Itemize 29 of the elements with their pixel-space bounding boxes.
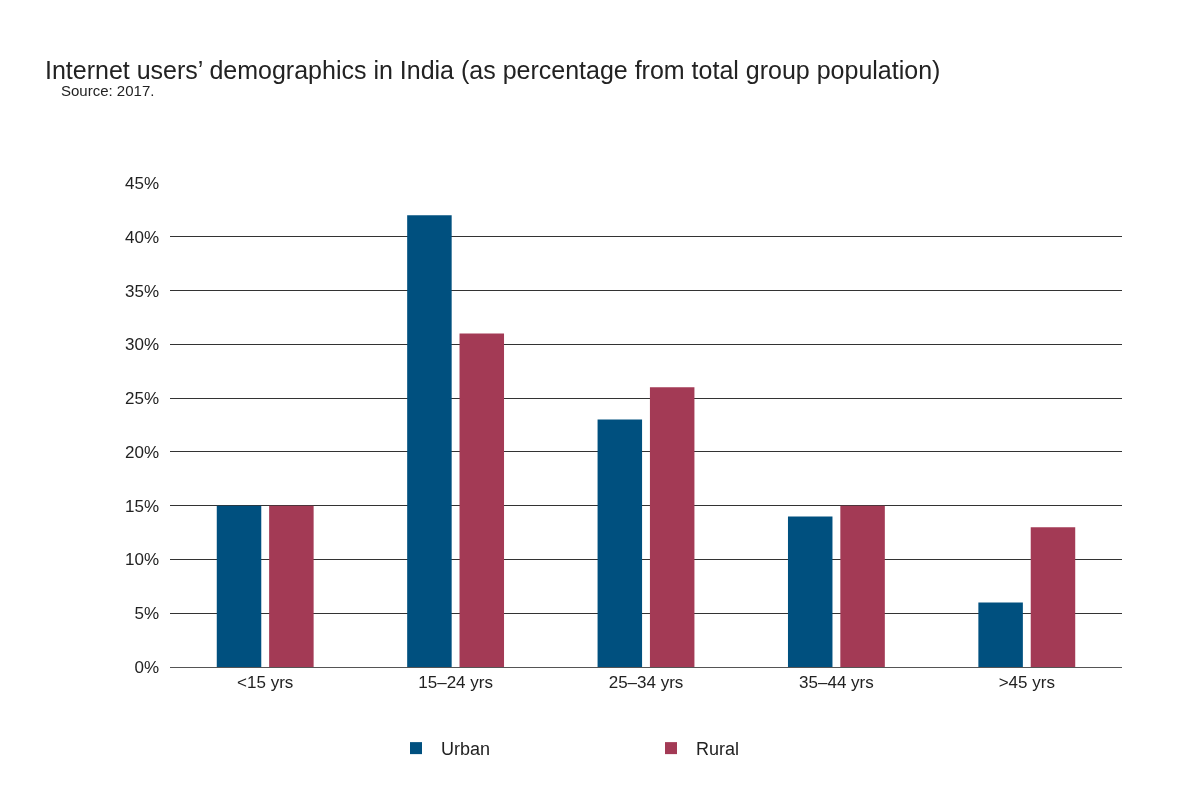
y-tick-label: 35% — [124, 281, 159, 301]
x-tick-label: >45 yrs — [998, 673, 1055, 693]
bar — [216, 505, 262, 667]
y-tick-label: 10% — [124, 550, 159, 570]
y-tick-label: 25% — [124, 389, 159, 409]
y-tick-label: 40% — [124, 227, 159, 247]
y-tick-label: 20% — [124, 442, 159, 462]
y-tick-label: 45% — [124, 173, 159, 193]
x-tick-label: 15–24 yrs — [418, 673, 493, 693]
y-tick-label: 30% — [124, 335, 159, 355]
x-tick-label: <15 yrs — [237, 673, 294, 693]
bar — [840, 505, 885, 667]
bar — [407, 215, 452, 667]
bar — [978, 602, 1023, 667]
source-note: Source: 2017. — [61, 82, 155, 99]
x-tick-label: 25–34 yrs — [608, 673, 684, 693]
y-tick-label: 5% — [134, 604, 159, 624]
legend-label: Urban — [441, 739, 491, 760]
bar — [597, 419, 643, 667]
y-tick-label: 0% — [134, 657, 159, 677]
bar — [649, 387, 695, 667]
bar — [269, 505, 314, 667]
x-tick-label: 35–44 yrs — [799, 673, 874, 693]
bar — [787, 516, 833, 667]
chart-title: Internet users’ demographics in India (as percentage from total group population) — [44, 56, 941, 85]
bar — [1030, 527, 1076, 667]
y-tick-label: 15% — [124, 496, 159, 516]
legend-label: Rural — [696, 739, 740, 760]
bar — [459, 333, 505, 667]
